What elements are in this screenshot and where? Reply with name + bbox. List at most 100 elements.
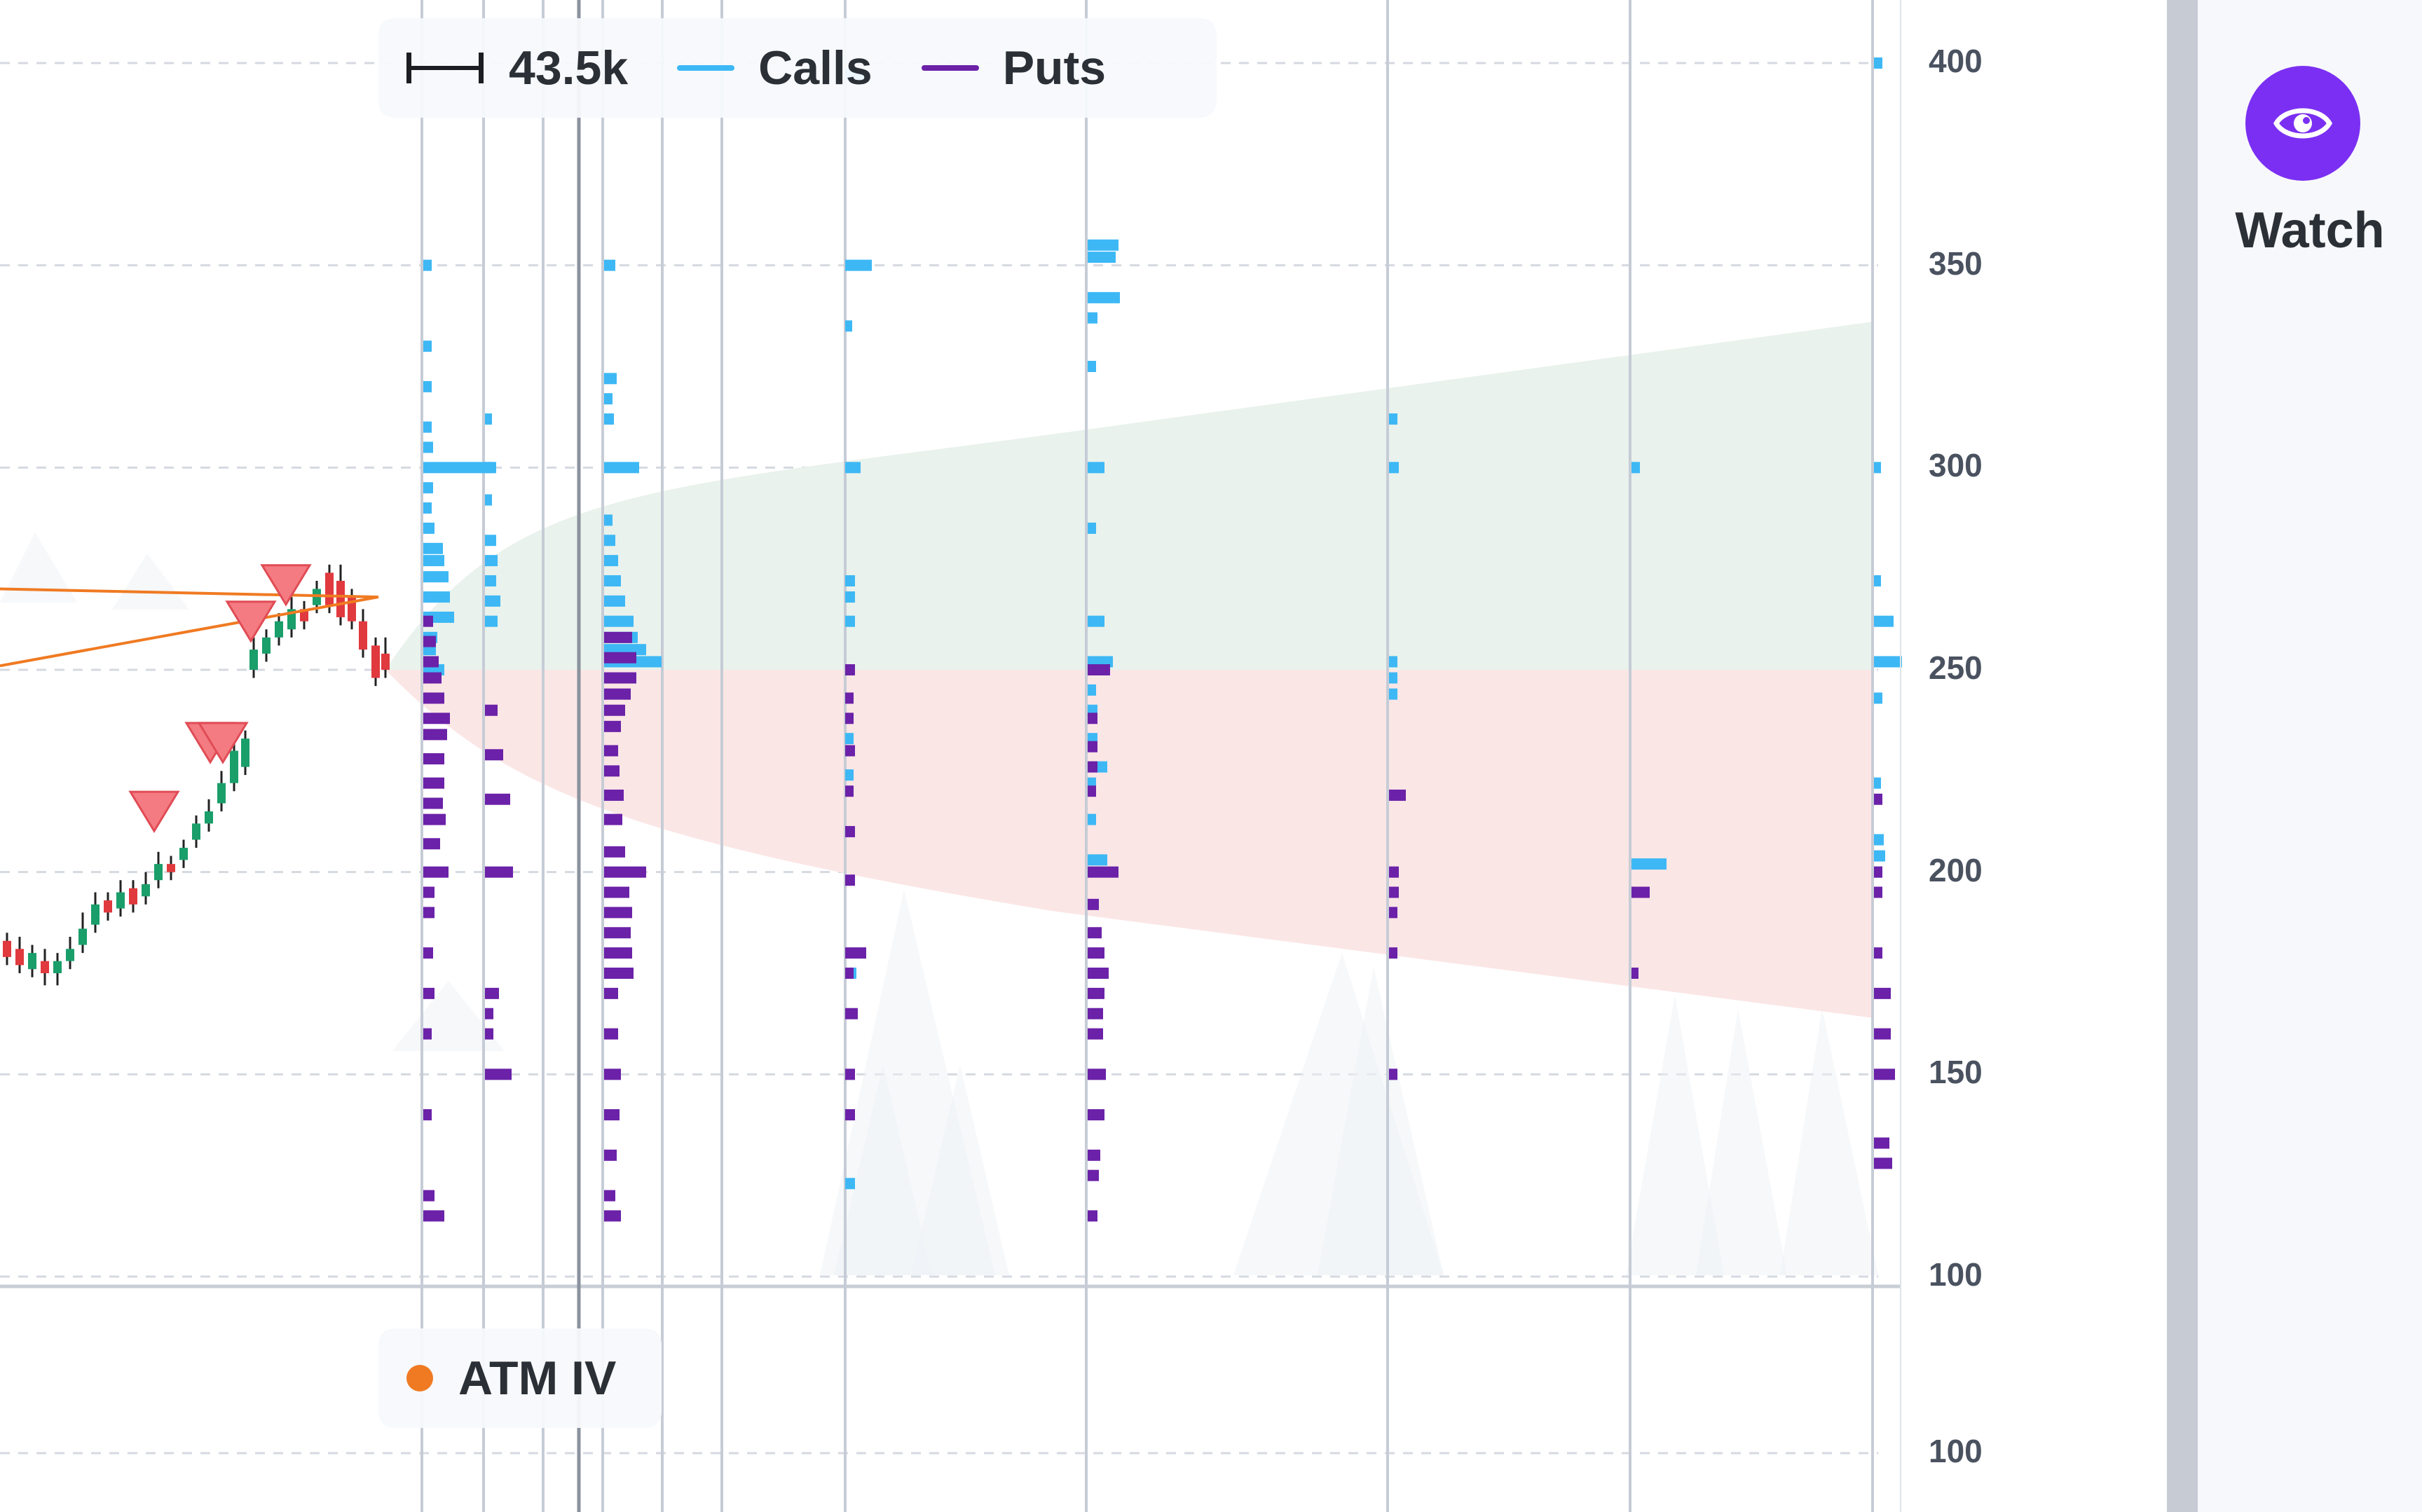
calls-bar	[423, 482, 433, 494]
puts-bar	[604, 1210, 621, 1222]
calls-bar	[423, 502, 432, 514]
calls-bar	[1874, 777, 1881, 789]
trendline-upper	[0, 587, 379, 599]
scale-legend-item: 43.5k	[406, 41, 628, 95]
puts-bar	[604, 1149, 617, 1161]
puts-bar	[845, 692, 854, 704]
puts-bar	[1874, 1068, 1895, 1080]
vertical-scrollbar[interactable]	[2167, 0, 2198, 1512]
puts-bar	[485, 1068, 512, 1080]
calls-bar	[1631, 462, 1640, 474]
puts-bar	[1088, 1068, 1106, 1080]
calls-bar	[1874, 462, 1881, 474]
candle-body	[28, 953, 36, 970]
calls-bar	[485, 413, 492, 425]
calls-bar	[423, 341, 432, 352]
calls-bar	[1874, 692, 1882, 704]
range-bar-icon	[406, 53, 484, 83]
candle-body	[167, 864, 175, 872]
puts-bar	[1088, 1169, 1099, 1181]
puts-bar	[423, 813, 446, 825]
options-chart[interactable]	[0, 0, 2167, 1512]
y-tick-label: 300	[1929, 447, 1983, 484]
candle-body	[325, 572, 334, 605]
calls-bar	[423, 421, 432, 433]
puts-bar	[423, 1028, 432, 1040]
calls-bar	[604, 575, 621, 586]
puts-bar	[423, 729, 447, 741]
puts-bar	[845, 1008, 858, 1019]
candle-body	[78, 928, 87, 945]
chart-legend: 43.5k Calls Puts	[378, 18, 1217, 118]
puts-bar	[1874, 886, 1882, 898]
puts-bar	[1088, 785, 1096, 797]
candle-body	[192, 823, 200, 840]
calls-bar	[1874, 834, 1884, 846]
puts-bar	[845, 664, 855, 675]
calls-bar	[423, 380, 432, 392]
watch-button[interactable]	[2245, 66, 2360, 181]
calls-bar	[845, 259, 872, 271]
calls-bar	[485, 615, 498, 627]
atm-iv-legend[interactable]: ATM IV	[378, 1328, 662, 1428]
puts-bar	[423, 1190, 435, 1202]
puts-bar	[423, 886, 435, 898]
puts-bar	[1874, 1157, 1892, 1169]
puts-bar	[485, 1028, 493, 1040]
puts-bar	[845, 785, 854, 797]
puts-bar	[423, 635, 436, 647]
calls-bar	[1088, 252, 1116, 263]
candle-body	[154, 864, 163, 881]
calls-bar	[604, 595, 625, 607]
calls-bar	[604, 535, 615, 547]
puts-bar	[604, 907, 632, 919]
puts-bar	[604, 1068, 621, 1080]
puts-bar	[1088, 947, 1104, 959]
puts-bar	[604, 886, 629, 898]
calls-bar	[845, 320, 852, 332]
puts-bar	[1088, 898, 1099, 910]
upper-expected-move-area	[385, 322, 1871, 670]
lower-y-tick-label: 100	[1929, 1433, 1983, 1469]
calls-bar	[604, 393, 613, 405]
puts-bar	[604, 652, 636, 664]
calls-bar	[485, 595, 500, 607]
calls-bar	[845, 733, 854, 745]
calls-bar	[1088, 615, 1104, 627]
puts-bar	[423, 1210, 444, 1222]
atm-iv-label: ATM IV	[458, 1352, 617, 1405]
candle-body	[371, 645, 380, 678]
calls-bar	[1088, 312, 1097, 324]
y-tick-label: 400	[1929, 43, 1983, 79]
puts-bar	[604, 846, 625, 858]
calls-bar	[1874, 57, 1882, 69]
puts-bar	[845, 713, 854, 724]
calls-bar	[1389, 413, 1397, 425]
calls-bar	[485, 575, 496, 586]
puts-bar	[604, 1190, 615, 1202]
calls-legend-item[interactable]: Calls	[677, 41, 873, 95]
calls-bar	[1088, 462, 1104, 474]
candle-body	[104, 900, 112, 913]
candle-body	[15, 949, 24, 965]
calls-bar	[485, 494, 492, 506]
calls-bar	[423, 591, 450, 603]
puts-bar	[604, 720, 621, 732]
calls-label: Calls	[758, 41, 873, 95]
puts-bar	[1088, 987, 1104, 999]
puts-bar	[1088, 1008, 1103, 1019]
calls-bar	[1389, 656, 1397, 668]
candle-body	[116, 892, 125, 909]
sell-marker-icon	[260, 564, 312, 607]
calls-bar	[485, 555, 498, 567]
trendline-lower	[0, 596, 379, 668]
puts-bar	[604, 745, 618, 757]
puts-bar	[423, 838, 440, 850]
lower-expected-move-area	[385, 670, 1871, 1018]
puts-legend-item[interactable]: Puts	[921, 41, 1106, 95]
puts-bar	[423, 1109, 432, 1121]
puts-bar	[485, 866, 513, 878]
puts-bar	[1088, 866, 1118, 878]
puts-bar	[1389, 1068, 1397, 1080]
calls-bar	[1088, 291, 1120, 303]
